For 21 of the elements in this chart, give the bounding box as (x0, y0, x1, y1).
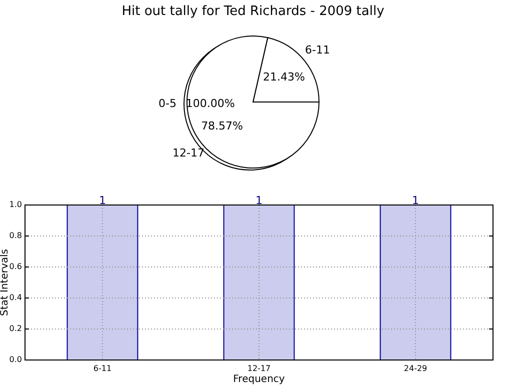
y-tick-label: 0.4 (9, 293, 22, 302)
x-tick-label: 24-29 (404, 364, 428, 373)
data-label: 21.43% (262, 70, 305, 84)
data-label: 78.57% (201, 120, 244, 133)
slice-label: 6-11 (305, 44, 330, 57)
y-tick-label: 0.2 (9, 324, 22, 334)
data-label: 100.00% (186, 97, 235, 110)
x-tick-label: 12-17 (247, 364, 271, 373)
y-axis-title: Stat Intervals (0, 248, 11, 316)
y-tick-label: 0.0 (9, 355, 22, 364)
data-label: 1 (256, 194, 262, 207)
chart-title: Hit out tally for Ted Richards - 2009 tally (122, 4, 385, 19)
data-label: 1 (412, 194, 420, 207)
slice-label: 12-17 (172, 146, 204, 160)
x-tick-label: 6-11 (93, 364, 112, 373)
x-axis-title: Frequency (233, 374, 285, 385)
data-label: 1 (98, 194, 106, 207)
y-tick-label: 1.0 (9, 200, 22, 210)
slice-label: 0-5 (158, 97, 176, 110)
y-tick-label: 0.8 (9, 231, 22, 240)
y-tick-label: 0.6 (9, 262, 22, 272)
